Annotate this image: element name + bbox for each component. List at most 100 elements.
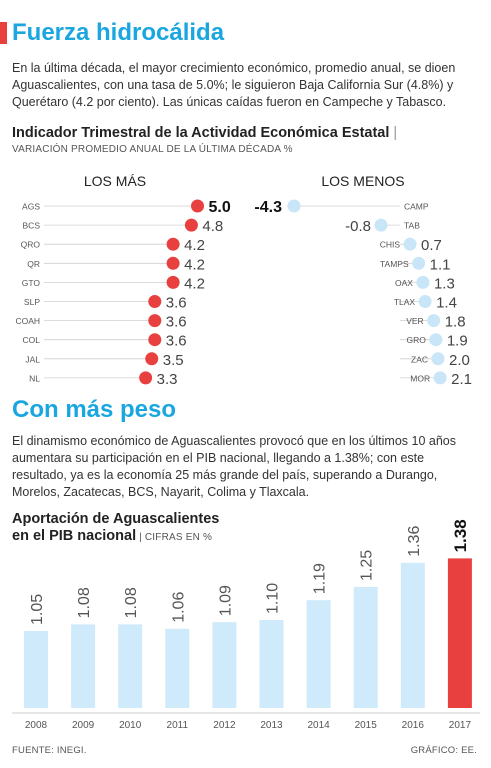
chart-title-2-line2: en el PIB nacional (12, 528, 137, 544)
bar (259, 620, 284, 708)
bar-value-label: 1.38 (451, 519, 470, 552)
los-mas-dot (148, 333, 162, 347)
los-menos-value-label: 1.3 (434, 275, 455, 292)
bar-category-label: 2016 (402, 720, 425, 731)
chart-title-1-text: Indicador Trimestral de la Actividad Eco… (12, 125, 390, 141)
los-menos-category: GRO (406, 335, 426, 345)
los-menos-dot (403, 237, 417, 251)
bar-value-label: 1.36 (406, 526, 423, 557)
bar-value-label: 1.06 (170, 592, 187, 623)
los-mas-value-label: 4.2 (184, 237, 205, 254)
los-menos-dot (416, 275, 430, 289)
los-menos-value-label: 1.4 (436, 295, 457, 312)
los-menos-dot (287, 199, 301, 213)
los-menos-dot (427, 314, 441, 328)
bar (306, 600, 331, 708)
los-menos-value-label: -4.3 (254, 199, 282, 216)
los-mas-dot (148, 314, 162, 328)
bar-category-label: 2009 (72, 720, 95, 731)
bar-value-label: 1.25 (359, 550, 376, 581)
dot-charts: LOS MÁS AGS 5.0 BCS 4.8 QRO 4.2 QR 4.2 GTO 4.2 SLP 3… (15, 173, 472, 388)
los-mas-value-label: 4.8 (202, 218, 223, 235)
bar-category-label: 2013 (260, 720, 283, 731)
los-mas-value-label: 3.5 (163, 352, 184, 369)
los-menos-category: CAMP (404, 202, 429, 212)
los-menos-dot (431, 352, 445, 366)
los-mas-category: NL (29, 373, 40, 383)
los-mas-title: LOS MÁS (84, 173, 146, 189)
los-menos-category: ZAC (411, 354, 428, 364)
los-mas-dot (166, 275, 180, 289)
los-mas-category: SLP (24, 297, 40, 307)
chart-title-2-line1: Aportación de Aguascalientes (12, 511, 220, 527)
los-menos-value-label: 2.1 (451, 371, 472, 388)
bar-category-label: 2008 (25, 720, 48, 731)
los-mas-value-label: 3.6 (166, 314, 187, 331)
bar-value-label: 1.19 (312, 563, 329, 594)
chart-los-mas: LOS MÁS AGS 5.0 BCS 4.8 QRO 4.2 QR 4.2 GTO 4.2 SLP 3… (15, 173, 230, 388)
los-mas-value-label: 3.3 (157, 371, 178, 388)
los-mas-value-label: 3.6 (166, 333, 187, 350)
los-menos-category: TAB (404, 221, 420, 231)
bar-category-label: 2015 (355, 720, 378, 731)
bar-value-label: 1.05 (29, 594, 46, 625)
los-mas-category: BCS (23, 221, 41, 231)
footer-source: FUENTE: INEGI. (12, 745, 87, 756)
los-menos-value-label: -0.8 (345, 218, 371, 235)
los-menos-value-label: 1.9 (447, 333, 468, 350)
bar-chart: 1.05 2008 1.08 2009 1.08 2010 1.06 2011 1.09 2012… (12, 519, 480, 731)
bar (447, 558, 472, 708)
bar (71, 624, 96, 708)
section-paragraph-2: El dinamismo económico de Aguascalientes… (12, 434, 457, 499)
bar (400, 562, 425, 708)
los-mas-category: JAL (25, 354, 40, 364)
los-mas-category: COL (23, 335, 41, 345)
los-menos-value-label: 1.8 (445, 314, 466, 331)
los-menos-category: TAMPS (380, 259, 409, 269)
bar (353, 587, 378, 708)
bar-value-label: 1.08 (123, 587, 140, 618)
los-mas-category: QR (27, 259, 40, 269)
bar-value-label: 1.08 (76, 587, 93, 618)
section-paragraph-1: En la última década, el mayor crecimient… (12, 61, 456, 109)
los-menos-dot (418, 295, 432, 308)
chart-subtitle-1: VARIACIÓN PROMEDIO ANUAL DE LA ÚLTIMA DÉ… (12, 144, 293, 155)
bar (212, 622, 237, 708)
los-mas-dot (139, 371, 153, 385)
los-mas-category: QRO (21, 240, 41, 250)
bar-category-label: 2011 (167, 720, 189, 731)
bar-value-label: 1.10 (265, 583, 282, 614)
bar-category-label: 2010 (119, 720, 142, 731)
los-mas-value-label: 4.2 (184, 256, 205, 273)
section-title-1: Fuerza hidrocálida (12, 19, 225, 46)
los-mas-value-label: 5.0 (209, 199, 231, 216)
footer-credit: GRÁFICO: EE. (410, 745, 477, 756)
los-menos-category: TLAX (394, 297, 416, 307)
los-menos-category: CHIS (380, 240, 401, 250)
los-mas-dot (166, 256, 180, 270)
los-mas-category: AGS (22, 202, 40, 212)
los-mas-value-label: 4.2 (184, 275, 205, 292)
los-mas-value-label: 3.6 (166, 295, 187, 312)
los-menos-value-label: 2.0 (449, 352, 470, 369)
los-mas-category: GTO (22, 278, 41, 288)
chart-los-menos: LOS MENOS CAMP -4.3 TAB -0.8 CHIS 0.7 TAMPS 1.1 O… (254, 173, 472, 388)
bar-category-label: 2017 (449, 720, 472, 731)
bar-chart-marks: 1.05 2008 1.08 2009 1.08 2010 1.06 2011 1.09 2012… (12, 519, 480, 731)
los-menos-value-label: 1.1 (430, 256, 451, 273)
los-mas-dot (145, 352, 159, 366)
los-menos-category: OAX (395, 278, 413, 288)
los-mas-category: COAH (15, 316, 40, 326)
chart-title-2: Aportación de Aguascalientes en el PIB n… (12, 511, 220, 544)
section-marker-1 (0, 22, 7, 44)
chart-subtitle-2: CIFRAS EN % (144, 532, 213, 543)
los-mas-dot (191, 199, 204, 213)
los-mas-dot (148, 295, 162, 308)
chart-title-1: Indicador Trimestral de la Actividad Eco… (12, 125, 398, 141)
bar-value-label: 1.09 (217, 585, 234, 616)
los-mas-dot (184, 218, 198, 232)
section-title-2: Con más peso (12, 396, 177, 423)
bar-category-label: 2014 (307, 720, 330, 731)
bar (24, 631, 48, 708)
los-mas-dot (166, 237, 180, 251)
